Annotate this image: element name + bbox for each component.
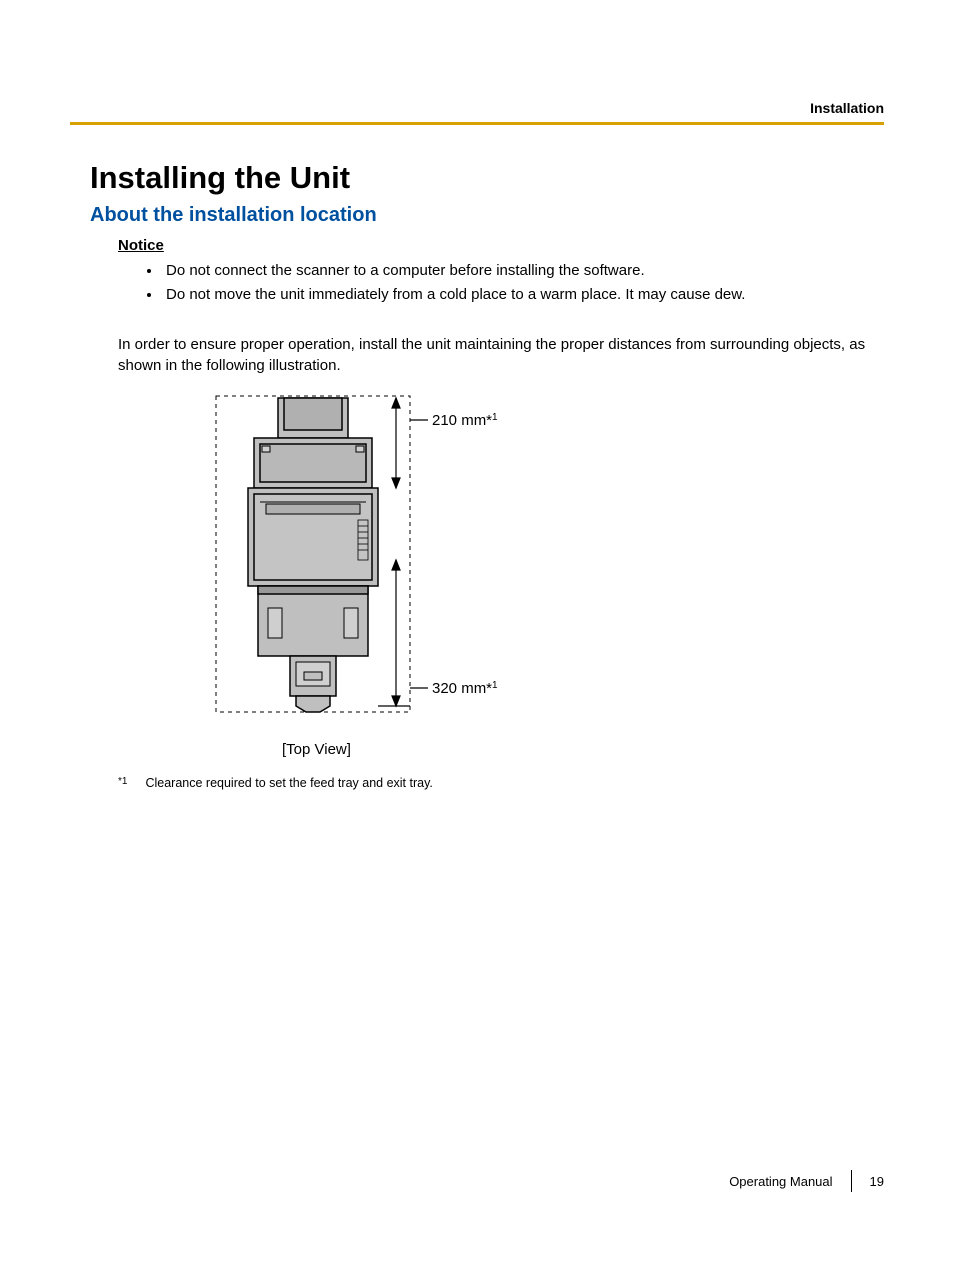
diagram-caption: [Top View] [282,741,884,758]
dim-top-label: 210 mm*1 [432,412,498,429]
page-footer: Operating Manual 19 [729,1170,884,1192]
notice-label: Notice [118,237,884,254]
page-container: Installation Installing the Unit About t… [0,0,954,1272]
installation-diagram: 210 mm*1 320 mm*1 [Top View] [210,390,884,758]
page-title: Installing the Unit [90,160,884,196]
footnote: *1 Clearance required to set the feed tr… [118,776,884,790]
diagram-svg: 210 mm*1 320 mm*1 [210,390,520,730]
section-header-label: Installation [810,100,884,116]
device-top-view [248,398,378,712]
notice-list: Do not connect the scanner to a computer… [162,260,884,306]
notice-item: Do not connect the scanner to a computer… [162,260,884,282]
notice-item: Do not move the unit immediately from a … [162,284,884,306]
header-rule [70,122,884,125]
footer-page-number: 19 [870,1174,884,1189]
footer-divider [851,1170,852,1192]
footnote-marker: *1 [118,776,127,790]
content-area: Installing the Unit About the installati… [90,160,884,790]
dimension-bottom [378,560,428,706]
body-paragraph: In order to ensure proper operation, ins… [118,334,884,376]
page-subtitle: About the installation location [90,204,884,227]
footnote-text: Clearance required to set the feed tray … [145,776,432,790]
footer-doc-title: Operating Manual [729,1174,832,1189]
dim-bottom-label: 320 mm*1 [432,680,498,697]
